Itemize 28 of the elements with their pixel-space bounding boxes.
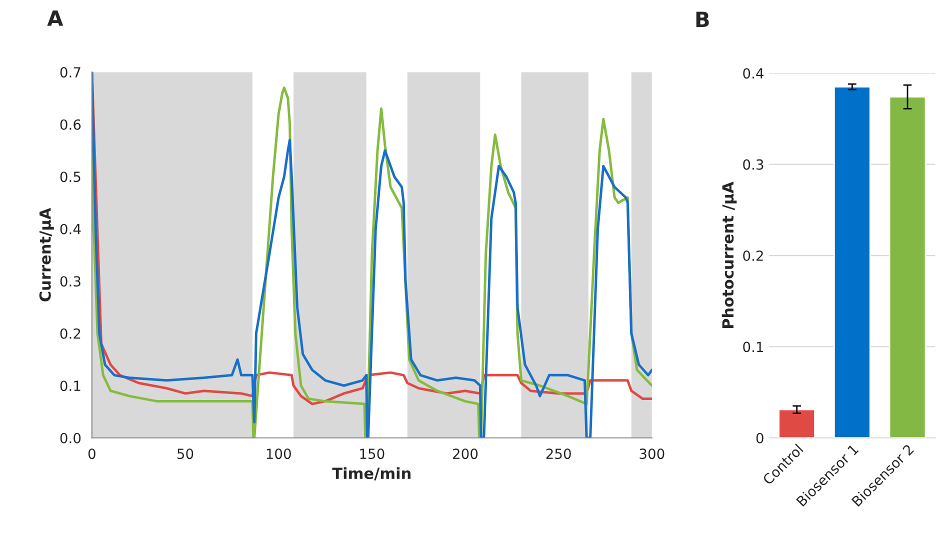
y-tick-label: 0.2 [60, 328, 80, 339]
x-tick-label: 0 [88, 448, 96, 460]
y-tick-label: 0 [756, 432, 764, 444]
text: A [47, 10, 64, 26]
y-tick-label: 0.1 [743, 342, 764, 352]
y-tick-label: 0.0 [60, 432, 81, 444]
x-tick-label: 100 [266, 448, 291, 460]
y-tick-label: 0.7 [60, 67, 80, 78]
y-axis-title: Current/µA [39, 208, 54, 302]
x-tick-label: 200 [453, 448, 478, 460]
y-tick-label: 0.4 [60, 224, 81, 234]
text: B [696, 12, 709, 27]
y-tick-label: 0.6 [60, 119, 81, 130]
y-axis-title: Photocurrent /µA [722, 182, 737, 328]
x-axis-title: Time/min [332, 467, 410, 480]
y-tick-label: 0.5 [60, 172, 80, 182]
bar [888, 96, 926, 438]
x-tick-label: 300 [640, 448, 664, 460]
x-tick-label: 150 [360, 448, 384, 460]
bar [778, 408, 816, 438]
y-tick-label: 0.2 [743, 250, 763, 261]
bar [833, 86, 871, 438]
x-tick-label: 50 [177, 448, 194, 460]
y-tick-label: 0.1 [60, 380, 80, 392]
y-tick-label: 0.3 [743, 159, 764, 170]
y-tick-label: 0.4 [743, 68, 764, 79]
y-tick-label: 0.3 [60, 276, 80, 287]
x-tick-label: 250 [546, 448, 571, 460]
